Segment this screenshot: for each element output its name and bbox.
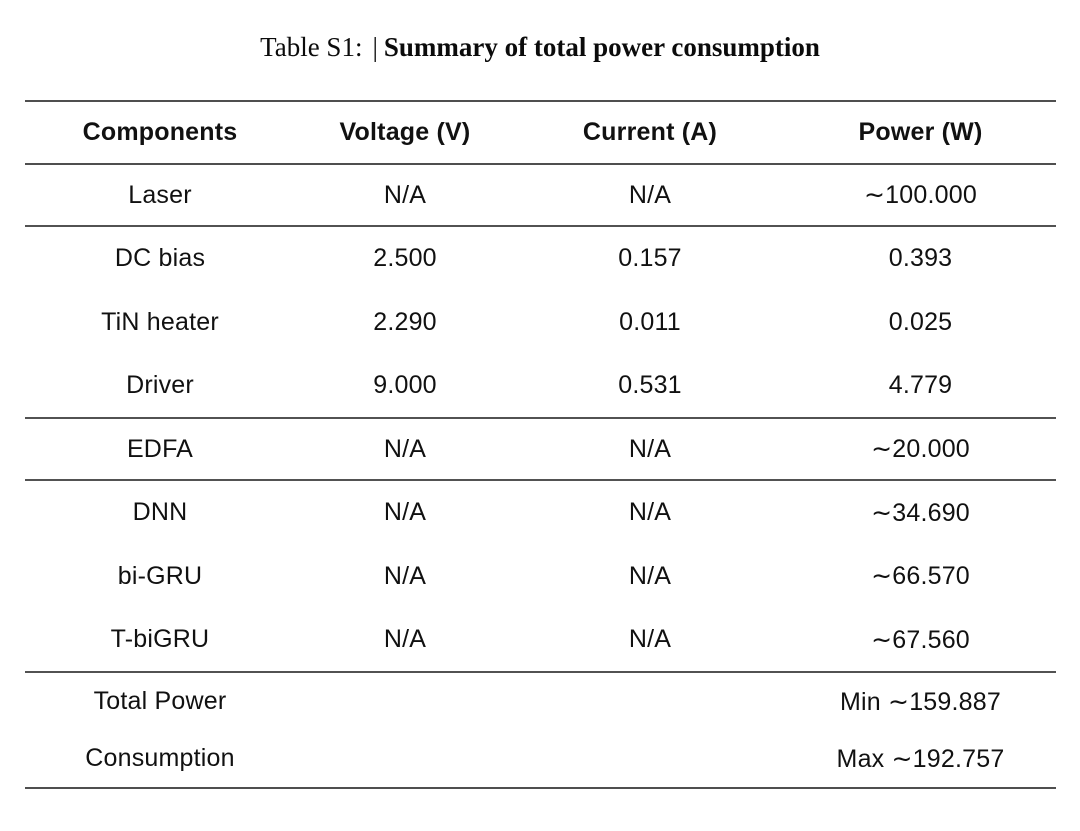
table-row-driver: Driver 9.000 0.531 4.779: [25, 354, 1056, 419]
cell-total-power-max: Max ∼192.757: [836, 744, 1005, 773]
cell-empty: [295, 730, 515, 788]
cell-driver-component: Driver: [25, 354, 295, 419]
cell-bi-gru-voltage: N/A: [383, 561, 427, 590]
cell-t-bigru-component: T-biGRU: [25, 608, 295, 673]
cell-tin-heater-power: 0.025: [888, 307, 953, 336]
cell-empty: [515, 730, 785, 788]
header-current: Current (A): [515, 101, 785, 165]
caption-separator: |: [372, 32, 378, 62]
table-caption: Table S1: | Summary of total power consump…: [0, 0, 1080, 63]
cell-laser-current: N/A: [515, 164, 785, 227]
cell-laser-voltage: N/A: [295, 164, 515, 227]
table-row-edfa: EDFA N/A N/A ∼20.000: [25, 418, 1056, 481]
cell-empty: [295, 672, 515, 730]
table-row-dc-bias: DC bias 2.500 0.157 0.393: [25, 226, 1056, 290]
cell-dnn-current: N/A: [628, 498, 672, 526]
cell-laser-power: ∼100.000: [785, 164, 1056, 227]
cell-t-bigru-voltage: N/A: [295, 608, 515, 673]
cell-t-bigru-current: N/A: [515, 608, 785, 673]
cell-bi-gru-current: N/A: [628, 561, 672, 590]
caption-title: Summary of total power consumption: [383, 32, 820, 62]
table-header-row: Components Voltage (V) Current (A) Power…: [25, 101, 1056, 165]
cell-driver-voltage: 9.000: [295, 354, 515, 419]
table-row-consumption: Consumption Max ∼192.757: [25, 730, 1056, 788]
cell-consumption-label: Consumption: [85, 744, 235, 772]
cell-driver-current: 0.531: [515, 354, 785, 419]
cell-t-bigru-power: ∼67.560: [785, 608, 1056, 673]
cell-edfa-voltage: N/A: [295, 418, 515, 481]
cell-bi-gru-power: ∼66.570: [871, 562, 970, 590]
cell-tin-heater-voltage: 2.290: [373, 307, 437, 336]
cell-dnn-voltage: N/A: [383, 498, 427, 526]
cell-dc-bias-component: DC bias: [114, 244, 206, 272]
table-row-t-bigru: T-biGRU N/A N/A ∼67.560: [25, 608, 1056, 673]
table-row-total-power: Total Power Min ∼159.887: [25, 672, 1056, 730]
table-row-laser: Laser N/A N/A ∼100.000: [25, 164, 1056, 227]
cell-laser-component: Laser: [25, 164, 295, 227]
power-consumption-table: Components Voltage (V) Current (A) Power…: [25, 100, 1056, 789]
table-row-bi-gru: bi-GRU N/A N/A ∼66.570: [25, 544, 1056, 608]
caption-label: Table S1:: [260, 32, 363, 62]
cell-dc-bias-voltage: 2.500: [373, 244, 437, 272]
cell-dc-bias-current: 0.157: [618, 244, 682, 272]
cell-tin-heater-component: TiN heater: [101, 307, 219, 336]
table-row-dnn: DNN N/A N/A ∼34.690: [25, 480, 1056, 544]
cell-total-power-min: Min ∼159.887: [840, 687, 1001, 716]
cell-edfa-power: ∼20.000: [785, 418, 1056, 481]
cell-total-power-label: Total Power: [93, 687, 227, 715]
cell-edfa-component: EDFA: [25, 418, 295, 481]
header-power: Power (W): [785, 101, 1056, 165]
header-components: Components: [25, 101, 295, 165]
cell-dnn-component: DNN: [132, 498, 188, 526]
cell-bi-gru-component: bi-GRU: [117, 561, 203, 590]
cell-edfa-current: N/A: [515, 418, 785, 481]
cell-dnn-power: ∼34.690: [871, 498, 970, 527]
cell-empty: [515, 672, 785, 730]
cell-dc-bias-power: 0.393: [888, 244, 953, 272]
table-row-tin-heater: TiN heater 2.290 0.011 0.025: [25, 290, 1056, 354]
header-voltage: Voltage (V): [295, 101, 515, 165]
cell-tin-heater-current: 0.011: [619, 307, 681, 336]
cell-driver-power: 4.779: [785, 354, 1056, 419]
